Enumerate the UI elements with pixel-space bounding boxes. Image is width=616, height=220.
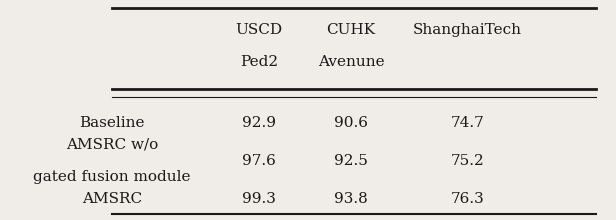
Text: 92.5: 92.5 [334, 154, 368, 168]
Text: 92.9: 92.9 [242, 116, 276, 130]
Text: USCD: USCD [235, 23, 283, 37]
Text: AMSRC w/o: AMSRC w/o [66, 138, 158, 152]
Text: Ped2: Ped2 [240, 55, 278, 69]
Text: ShanghaiTech: ShanghaiTech [413, 23, 522, 37]
Text: Avenune: Avenune [318, 55, 384, 69]
Text: AMSRC: AMSRC [82, 192, 142, 206]
Text: 75.2: 75.2 [450, 154, 484, 168]
Text: CUHK: CUHK [326, 23, 376, 37]
Text: 74.7: 74.7 [450, 116, 484, 130]
Text: 93.8: 93.8 [334, 192, 368, 206]
Text: 90.6: 90.6 [334, 116, 368, 130]
Text: 97.6: 97.6 [242, 154, 276, 168]
Text: 76.3: 76.3 [450, 192, 484, 206]
Text: gated fusion module: gated fusion module [33, 170, 190, 184]
Text: 99.3: 99.3 [242, 192, 276, 206]
Text: Baseline: Baseline [79, 116, 145, 130]
